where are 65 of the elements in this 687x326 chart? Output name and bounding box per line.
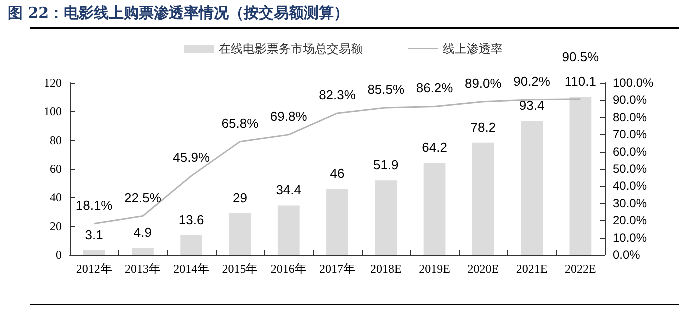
- legend-label: 线上渗透率: [443, 42, 503, 56]
- bar: [424, 162, 446, 255]
- legend-label: 在线电影票务市场总交易额: [219, 42, 363, 56]
- y-tick-label: 0: [56, 248, 62, 262]
- bar: [570, 97, 592, 255]
- data-label: 4.9: [134, 224, 152, 240]
- data-label: 90.5%: [562, 49, 600, 64]
- data-label: 85.5%: [368, 82, 405, 97]
- y2-tick-label: 40.0%: [613, 179, 648, 194]
- data-label: 3.1: [85, 228, 104, 243]
- data-label: 65.8%: [222, 116, 260, 131]
- bar: [132, 248, 154, 255]
- bar: [521, 121, 543, 255]
- data-label: 22.5%: [124, 190, 162, 206]
- data-label: 51.9: [373, 158, 399, 173]
- x-tick-label: 2014年: [174, 262, 210, 276]
- data-label: 110.1: [564, 74, 596, 90]
- chart-title: 图 22：电影线上购票渗透率情况（按交易额测算）: [8, 4, 350, 23]
- y2-tick-label: 20.0%: [613, 214, 648, 228]
- y2-tick-label: 10.0%: [613, 230, 648, 245]
- x-tick-label: 2012年: [76, 262, 112, 276]
- y2-tick-label: 100.0%: [613, 76, 654, 90]
- data-label: 34.4: [276, 182, 302, 198]
- x-tick-label: 2017年: [320, 262, 356, 276]
- y2-tick-label: 0.0%: [613, 248, 641, 262]
- data-label: 46: [330, 166, 345, 182]
- x-tick-label: 2013年: [124, 262, 161, 276]
- data-label: 18.1%: [76, 198, 114, 213]
- data-label: 45.9%: [173, 150, 210, 166]
- data-label: 86.2%: [416, 80, 454, 96]
- y-tick-label: 80: [50, 133, 62, 148]
- y-tick-label: 60: [50, 162, 62, 176]
- y2-tick-label: 80.0%: [613, 110, 648, 124]
- x-tick-label: 2015年: [222, 262, 258, 276]
- y2-tick-label: 30.0%: [613, 196, 648, 210]
- y2-tick-label: 60.0%: [613, 144, 648, 159]
- x-tick-label: 2022E: [565, 262, 596, 276]
- data-label: 82.3%: [319, 87, 356, 102]
- data-label: 89.0%: [464, 76, 502, 91]
- bar: [472, 142, 494, 255]
- x-tick-label: 2016年: [270, 262, 307, 276]
- data-label: 90.2%: [514, 74, 551, 89]
- x-tick-label: 2020E: [468, 262, 500, 276]
- data-label: 93.4: [519, 98, 545, 114]
- bar: [229, 213, 252, 255]
- y-tick-label: 120: [44, 76, 62, 90]
- bar: [83, 250, 106, 255]
- data-label: 78.2: [470, 120, 496, 135]
- data-label: 64.2: [422, 140, 448, 155]
- y-tick-label: 40: [50, 190, 62, 205]
- bar: [278, 206, 300, 255]
- x-tick-label: 2021E: [516, 262, 548, 276]
- bar: [326, 189, 348, 255]
- x-tick-label: 2018E: [370, 262, 402, 276]
- data-label: 69.8%: [270, 108, 308, 124]
- y2-tick-label: 90.0%: [613, 93, 648, 108]
- y2-tick-label: 50.0%: [613, 162, 648, 176]
- data-label: 29: [232, 190, 248, 206]
- data-label: 13.6: [178, 212, 204, 228]
- bar: [180, 236, 203, 255]
- y-tick-label: 20: [50, 219, 62, 234]
- y-tick-label: 100: [44, 104, 62, 119]
- y2-tick-label: 70.0%: [613, 128, 648, 142]
- bar: [375, 180, 398, 255]
- x-tick-label: 2019E: [419, 262, 450, 276]
